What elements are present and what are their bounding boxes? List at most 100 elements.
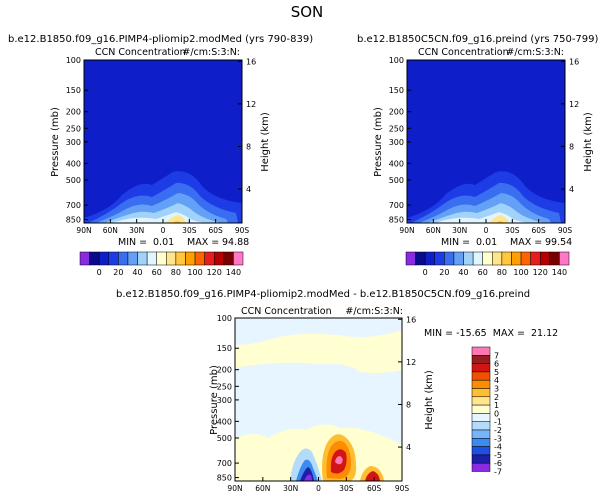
x-tick-label: 30N xyxy=(129,226,144,235)
colorbar-swatch xyxy=(233,251,244,266)
colorbar-label: 60 xyxy=(478,268,488,277)
panel-3-y2-axis: 16 12 8 4 xyxy=(398,315,416,452)
colorbar-swatch xyxy=(405,251,416,266)
colorbar-swatch xyxy=(471,379,491,389)
panel-2-colorbar xyxy=(405,251,570,266)
colorbar-label: 0 xyxy=(494,409,499,418)
panel-3-contour-pos-upper xyxy=(235,330,402,374)
colorbar-swatch xyxy=(471,355,491,364)
y-tick-label: 200 xyxy=(389,108,404,117)
colorbar-label: 60 xyxy=(152,268,162,277)
colorbar-label: 140 xyxy=(226,268,241,277)
panel-2-max-label: MAX = xyxy=(510,237,542,248)
colorbar-label: 1 xyxy=(494,401,499,410)
colorbar-label: 20 xyxy=(113,268,123,277)
panel-2-contour-4 xyxy=(427,203,541,223)
colorbar-swatch xyxy=(146,251,157,266)
colorbar-label: 40 xyxy=(458,268,468,277)
y-tick-label: 200 xyxy=(217,366,232,375)
x-tick-label: 60N xyxy=(255,484,270,493)
y-tick-label: 850 xyxy=(66,216,81,225)
panel-1-colorbar-labels: 0 20 40 60 80 100 120 140 xyxy=(97,268,241,277)
panel-1-ylabel: Pressure (mb) xyxy=(50,107,61,177)
colorbar-swatch xyxy=(434,251,445,266)
panel-3: b.e12.B1850.f09_g16.PIMP4-pliomip2.modMe… xyxy=(116,289,558,493)
panel-1-min-label: MIN = xyxy=(118,237,147,248)
y-tick-label: 100 xyxy=(389,56,404,65)
colorbar-swatch xyxy=(471,438,491,447)
colorbar-label: 120 xyxy=(533,268,548,277)
colorbar-label: 5 xyxy=(494,368,499,377)
x-tick-label: 30S xyxy=(339,484,354,493)
panel-2-subtitle: CCN Concentration xyxy=(418,47,509,58)
panel-2-x-axis: 90N 60N 30N 0 30S 60S 90S xyxy=(399,219,572,235)
colorbar-swatch xyxy=(511,251,522,266)
y-tick-label: 300 xyxy=(66,138,81,147)
panel-1: b.e12.B1850.f09_g16.PIMP4-pliomip2.modMe… xyxy=(8,34,313,277)
colorbar-swatch xyxy=(471,421,491,431)
colorbar-swatch xyxy=(137,251,148,266)
panel-1-y-axis: 100 150 200 250 300 400 500 700 850 xyxy=(66,56,88,225)
colorbar-swatch xyxy=(471,396,491,406)
x-tick-label: 0 xyxy=(484,226,489,235)
panel-1-units: #/cm:S:3:N: xyxy=(182,47,240,58)
x-tick-label: 30S xyxy=(505,226,520,235)
colorbar-label: 0 xyxy=(423,268,428,277)
colorbar-swatch xyxy=(472,251,483,266)
panel-2-max-value: 99.54 xyxy=(545,237,572,248)
panel-2-plot: 100 150 200 250 300 400 500 700 850 16 12 8 4 90N 60… xyxy=(389,56,579,235)
panel-1-y2label: Height (km) xyxy=(260,112,271,172)
panel-3-ylabel: Pressure (mb) xyxy=(209,365,220,435)
y-tick-label: 700 xyxy=(66,201,81,210)
colorbar-swatch xyxy=(424,251,436,266)
panel-1-contour-4 xyxy=(104,203,218,223)
colorbar-label: -4 xyxy=(494,443,502,452)
x-tick-label: 60S xyxy=(532,226,547,235)
colorbar-label: 140 xyxy=(552,268,567,277)
panel-2-min-label: MIN = xyxy=(441,237,470,248)
panel-1-plot: 100 150 200 250 300 400 500 700 850 16 12 8 4 90N 60… xyxy=(66,56,256,235)
y2-tick-label: 8 xyxy=(569,142,574,151)
y-tick-label: 850 xyxy=(389,216,404,225)
colorbar-label: 7 xyxy=(494,351,499,360)
panel-2-y-axis: 100 150 200 250 300 400 500 700 850 xyxy=(389,56,411,225)
y-tick-label: 500 xyxy=(217,434,232,443)
y-tick-label: 200 xyxy=(66,108,81,117)
y-tick-label: 700 xyxy=(389,201,404,210)
y-tick-label: 300 xyxy=(217,396,232,405)
panel-2-title: b.e12.B1850C5CN.f09_g16.preind (yrs 750-… xyxy=(357,34,599,45)
colorbar-swatch xyxy=(520,251,531,266)
y-tick-label: 850 xyxy=(217,474,232,483)
colorbar-label: -7 xyxy=(494,468,502,477)
panel-1-max-value: 94.88 xyxy=(222,237,249,248)
colorbar-swatch xyxy=(175,251,186,266)
y-tick-label: 500 xyxy=(389,176,404,185)
colorbar-swatch xyxy=(471,429,491,439)
y2-tick-label: 16 xyxy=(406,315,416,324)
colorbar-label: 4 xyxy=(494,376,499,385)
y2-tick-label: 8 xyxy=(246,142,251,151)
colorbar-swatch xyxy=(98,251,110,266)
colorbar-swatch xyxy=(471,363,491,373)
x-tick-label: 90N xyxy=(227,484,242,493)
panel-3-subtitle: CCN Concentration xyxy=(241,306,332,317)
colorbar-swatch xyxy=(501,251,512,266)
x-tick-label: 30N xyxy=(452,226,467,235)
panel-2: b.e12.B1850C5CN.f09_g16.preind (yrs 750-… xyxy=(357,34,599,277)
panel-3-minmax: MIN = -15.65 MAX = 21.12 xyxy=(424,328,558,339)
colorbar-swatch xyxy=(463,251,474,266)
colorbar-label: -1 xyxy=(494,418,502,427)
panel-2-y2label: Height (km) xyxy=(583,112,594,172)
y-tick-label: 500 xyxy=(66,176,81,185)
y-tick-label: 400 xyxy=(66,159,81,168)
colorbar-swatch xyxy=(471,413,491,422)
colorbar-label: 2 xyxy=(494,393,499,402)
x-tick-label: 60N xyxy=(426,226,441,235)
x-tick-label: 0 xyxy=(316,484,321,493)
colorbar-label: 100 xyxy=(187,268,202,277)
x-tick-label: 90S xyxy=(235,226,250,235)
x-tick-label: 90S xyxy=(558,226,573,235)
panel-3-x-axis: 90N 60N 30N 0 30S 60S 90S xyxy=(227,477,409,493)
colorbar-label: 6 xyxy=(494,360,499,369)
colorbar-swatch xyxy=(223,251,234,266)
